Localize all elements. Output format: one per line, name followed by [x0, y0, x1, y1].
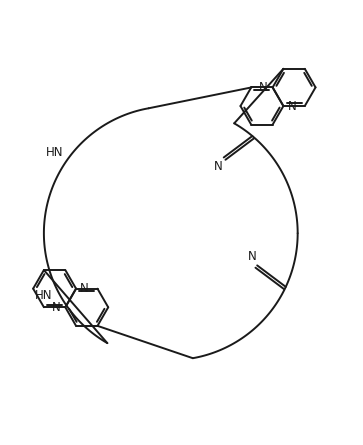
Text: HN: HN — [46, 146, 63, 159]
Text: HN: HN — [35, 289, 52, 302]
Text: N: N — [258, 81, 267, 94]
Text: N: N — [52, 301, 61, 314]
Text: N: N — [214, 160, 223, 173]
Text: N: N — [248, 250, 256, 263]
Text: N: N — [287, 100, 297, 113]
Text: N: N — [80, 282, 89, 295]
